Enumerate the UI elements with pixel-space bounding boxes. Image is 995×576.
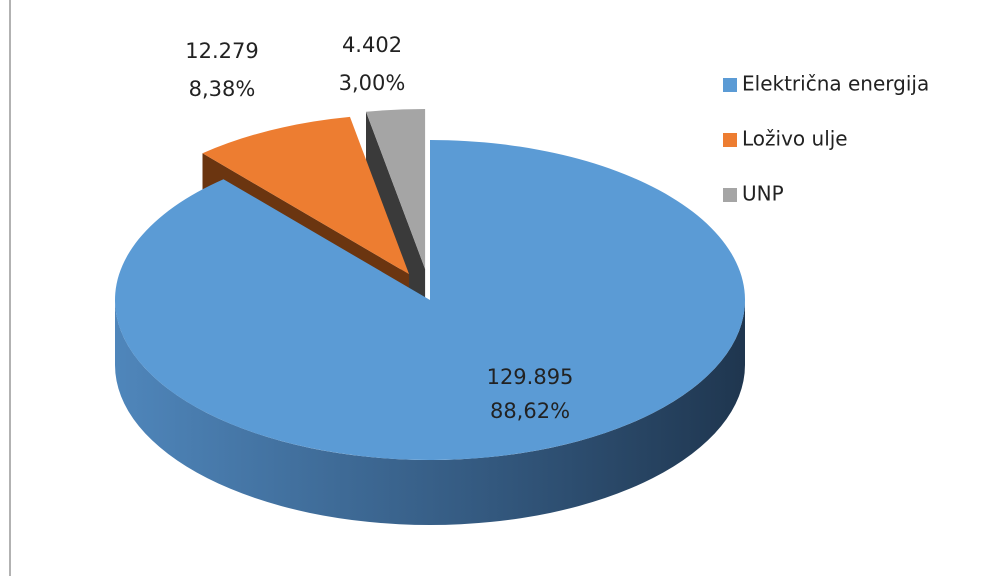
- slice: [202, 116, 410, 275]
- value-label: 12.279: [185, 39, 258, 63]
- slice: [366, 108, 426, 269]
- value-label: 4.402: [342, 33, 402, 57]
- value-label: 129.895: [487, 365, 574, 389]
- legend-swatch: [723, 133, 737, 147]
- slice: [115, 140, 746, 460]
- percentage-label: 8,38%: [189, 77, 256, 101]
- legend-text: UNP: [742, 182, 784, 206]
- percentage-label: 88,62%: [490, 399, 570, 423]
- slice-face: [366, 111, 426, 334]
- legend-swatch: [723, 78, 737, 92]
- legend-text: Loživo ulje: [742, 127, 848, 151]
- slice-side: [115, 300, 745, 525]
- percentage-label: 3,00%: [339, 71, 406, 95]
- legend-text: Električna energija: [742, 72, 929, 96]
- legend-swatch: [723, 188, 737, 202]
